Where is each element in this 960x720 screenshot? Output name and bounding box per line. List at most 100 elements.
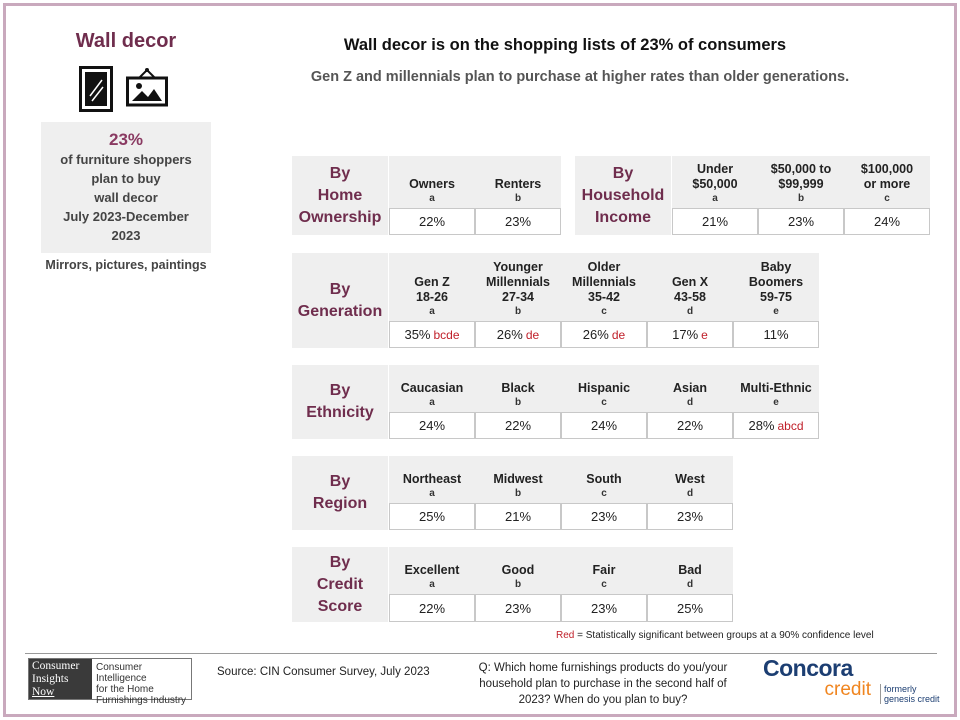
stat-line: plan to buy [91, 171, 161, 186]
column-letter: d [686, 306, 694, 317]
value-cell: 21% [475, 503, 561, 530]
column-label: 59-75 [760, 290, 792, 304]
question-line: Q: Which home furnishings products do yo… [478, 662, 728, 674]
column-header: Multi-Ethnic e [733, 365, 819, 409]
table-label-line: By [329, 473, 351, 490]
value-cell: 23% [561, 503, 647, 530]
column-label: 18-26 [416, 290, 448, 304]
column-header: $100,000 or more c [844, 156, 930, 205]
legend-red-word: Red [556, 630, 575, 641]
column-label: Millennials [572, 275, 636, 289]
column-header: Hispanic c [561, 365, 647, 409]
value-cell: 23% [647, 503, 733, 530]
table-column: Under $50,000 a 21% [672, 156, 758, 235]
percent-value: 22% [504, 418, 532, 433]
column-label: South [586, 472, 622, 486]
value-cell: 11% [733, 321, 819, 348]
column-header: Baby Boomers 59-75 e [733, 253, 819, 318]
significance-letters: e [701, 327, 708, 342]
category-title: Wall decor [75, 30, 177, 52]
table-column: Renters b 23% [475, 156, 561, 235]
column-label: Northeast [402, 472, 462, 486]
value-cell: 22% [389, 594, 475, 622]
column-letter: d [686, 397, 694, 408]
table-label-line: Ethnicity [306, 404, 374, 421]
percent-value: 23% [590, 600, 618, 616]
column-label: $99,999 [778, 177, 824, 191]
table-label-line: By [329, 164, 351, 182]
column-label: Hispanic [577, 381, 631, 395]
column-label: $100,000 [860, 162, 914, 176]
concora-credit-word: credit [824, 679, 871, 700]
question-line: household plan to purchase in the second… [479, 678, 727, 690]
column-label: Bad [678, 563, 702, 577]
table-column: Multi-Ethnic e 28% abcd [733, 365, 819, 439]
table-column: Baby Boomers 59-75 e 11% [733, 253, 819, 348]
table-column: $100,000 or more c 24% [844, 156, 930, 235]
column-letter: c [884, 193, 890, 204]
table-column: Gen X 43-58 d 17% e [647, 253, 733, 348]
percent-value: 17% [672, 327, 699, 342]
table-label-line: By [329, 553, 351, 571]
column-label: Owners [409, 177, 455, 191]
stat-line: July 2023-December [63, 209, 189, 224]
column-header: South c [561, 456, 647, 500]
column-label: Renters [494, 177, 542, 191]
table-label-line: Region [312, 495, 368, 512]
table-credit: By Credit Score Excellent a 22% Good b 23% Fair c 2… [292, 547, 734, 622]
table-column: Bad d 25% [647, 547, 733, 622]
column-label: Asian [672, 381, 708, 395]
table-label-line: Score [317, 597, 363, 615]
column-label: Black [501, 381, 535, 395]
table-column: South c 23% [561, 456, 647, 530]
significance-letters: abcd [777, 418, 804, 433]
table-ethnicity: By Ethnicity Caucasian a 24% Black b 22% Hispani… [292, 365, 821, 439]
table-column: Gen Z 18-26 a 35% bcde [389, 253, 475, 348]
table-column: Midwest b 21% [475, 456, 561, 530]
column-header: Gen X 43-58 d [647, 253, 733, 318]
column-letter: a [429, 306, 435, 317]
table-label: By Credit Score [292, 547, 388, 622]
table-label-line: By [329, 280, 351, 298]
column-label: 27-34 [502, 290, 534, 304]
value-cell: 22% [389, 208, 475, 235]
value-cell: 25% [647, 594, 733, 622]
column-letter: a [429, 579, 435, 590]
column-label: Older [587, 260, 621, 274]
column-header: Black b [475, 365, 561, 409]
column-header: Renters b [475, 156, 561, 205]
value-cell: 23% [561, 594, 647, 622]
value-cell: 22% [647, 412, 733, 439]
question-line: 2023? When do you plan to buy? [518, 694, 688, 706]
table-column: West d 23% [647, 456, 733, 530]
table-column: Caucasian a 24% [389, 365, 475, 439]
percent-value: 23% [787, 214, 815, 229]
column-letter: d [686, 579, 694, 590]
column-letter: c [601, 306, 607, 317]
column-letter: e [773, 397, 779, 408]
column-label: Multi-Ethnic [740, 381, 812, 395]
column-label: 35-42 [588, 290, 620, 304]
column-letter: c [601, 488, 607, 499]
column-letter: b [514, 306, 522, 317]
table-column: Northeast a 25% [389, 456, 475, 530]
survey-question: Q: Which home furnishings products do yo… [458, 660, 748, 708]
concora-wordmark: Concora [763, 655, 853, 681]
cin-logo-mark: Consumer Insights Now [29, 659, 92, 699]
table-column: Older Millennials 35-42 c 26% de [561, 253, 647, 348]
column-letter: c [601, 397, 607, 408]
table-home: By Home Ownership Owners a 22% Renters b 23% [292, 156, 561, 235]
column-letter: a [429, 193, 435, 204]
column-letter: e [773, 306, 779, 317]
column-letter: c [601, 579, 607, 590]
table-label-line: Income [594, 208, 651, 226]
column-header: Younger Millennials 27-34 b [475, 253, 561, 318]
percent-value: 26% [496, 327, 523, 342]
formerly-note: formerly genesis credit [880, 684, 940, 704]
stat-line: of furniture shoppers [60, 152, 192, 167]
column-label: Millennials [486, 275, 550, 289]
column-label: Midwest [493, 472, 543, 486]
cin-tagline-line: Consumer Intelligence [96, 662, 147, 684]
stat-line: wall decor [94, 190, 158, 205]
column-label: $50,000 [692, 177, 738, 191]
